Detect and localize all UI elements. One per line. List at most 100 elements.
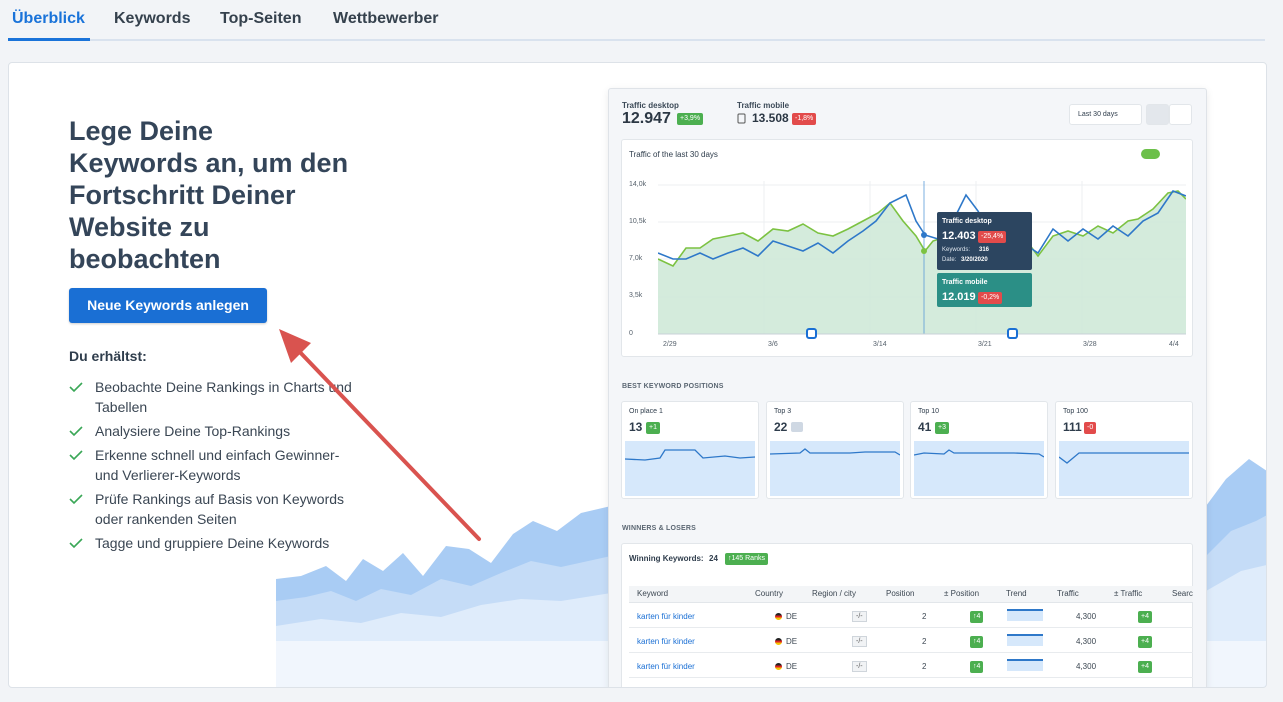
content-card: Lege Deine Keywords an, um den Fortschri…: [8, 62, 1267, 688]
column-header[interactable]: Keyword: [637, 589, 669, 598]
primary-button[interactable]: Neue Keywords anlegen: [69, 288, 267, 323]
tooltip-keywords: 316: [979, 247, 990, 253]
column-header[interactable]: Position: [886, 589, 915, 598]
traffic-chart: [658, 181, 1186, 339]
keyword-link[interactable]: karten für kinder: [637, 612, 695, 621]
feature-item: Tagge und gruppiere Deine Keywords: [95, 535, 330, 551]
x-label: 3/21: [978, 341, 992, 348]
check-icon: [69, 426, 83, 437]
winning-count: 24: [709, 554, 718, 563]
event-marker[interactable]: [1007, 328, 1018, 339]
desktop-toggle[interactable]: [1146, 104, 1169, 125]
position: 2: [922, 612, 927, 621]
country: DE: [786, 662, 798, 671]
x-label: 2/29: [663, 341, 677, 348]
winners-card: [621, 543, 1193, 687]
tooltip-key: Date:: [942, 257, 957, 263]
change-badge: -25,4%: [978, 231, 1007, 243]
column-header[interactable]: Country: [755, 589, 784, 598]
card-label: On place 1: [629, 408, 663, 415]
card-label: Top 3: [774, 408, 792, 415]
toggle-switch[interactable]: [1141, 149, 1160, 159]
hero-title: Lege Deine Keywords an, um den Fortschri…: [69, 116, 349, 274]
mobile-area: [658, 191, 1186, 334]
check-icon: [69, 538, 83, 549]
traffic-change: +4: [1138, 661, 1152, 673]
tab-indicator: [8, 38, 90, 41]
tab[interactable]: Überblick: [12, 10, 85, 27]
change-badge: +3: [935, 422, 949, 434]
column-header[interactable]: ± Position: [944, 589, 980, 598]
winning-label: Winning Keywords:: [629, 554, 704, 563]
mobile-toggle[interactable]: [1169, 104, 1192, 125]
tooltip-date: 3/20/2020: [961, 257, 988, 263]
y-label: 7,0k: [629, 255, 643, 262]
check-icon: [69, 494, 83, 505]
metric-label: Traffic desktop: [622, 101, 679, 110]
tooltip-value: 12.403: [942, 230, 976, 242]
metric-value: 12.947: [622, 110, 671, 127]
hover-point: [921, 232, 927, 238]
event-marker[interactable]: [806, 328, 817, 339]
traffic: 4,300: [1076, 637, 1097, 646]
y-label: 3,5k: [629, 292, 643, 299]
keyword-link[interactable]: karten für kinder: [637, 662, 695, 671]
sparkline: [914, 441, 1044, 496]
traffic: 4,300: [1076, 662, 1097, 671]
x-label: 3/28: [1083, 341, 1097, 348]
tab[interactable]: Top-Seiten: [220, 10, 302, 27]
flag: [775, 663, 782, 670]
mobile-icon: [737, 113, 746, 124]
position-change: ↑4: [970, 636, 984, 648]
card-label: Top 100: [1063, 408, 1088, 415]
row-divider: [629, 627, 1193, 628]
tooltip-key: Keywords:: [942, 247, 971, 253]
y-label: 14,0k: [629, 181, 647, 188]
flag: [775, 613, 782, 620]
trend-sparkline: [1007, 659, 1043, 671]
sparkline: [770, 441, 900, 496]
date-range-button[interactable]: Last 30 days: [1069, 104, 1142, 125]
hover-point: [921, 248, 927, 254]
change-badge-empty: [791, 422, 803, 432]
change-badge: -1,8%: [792, 113, 817, 125]
check-icon: [69, 382, 83, 393]
y-label: 10,5k: [629, 218, 647, 225]
section-title: BEST KEYWORD POSITIONS: [622, 383, 724, 390]
chart-title: Traffic of the last 30 days: [629, 150, 718, 159]
position: 2: [922, 637, 927, 646]
tooltip-value: 12.019: [942, 291, 976, 303]
x-label: 3/6: [768, 341, 778, 348]
ranks-badge: ↑145 Ranks: [725, 553, 768, 565]
y-label: 0: [629, 330, 633, 337]
column-header[interactable]: ± Traffic: [1114, 589, 1143, 598]
metric-value: 13.508: [752, 111, 789, 125]
tab[interactable]: Wettbewerber: [333, 10, 439, 27]
column-header[interactable]: Trend: [1006, 589, 1027, 598]
region: -/-: [852, 636, 867, 647]
check-icon: [69, 450, 83, 461]
row-divider: [629, 652, 1193, 653]
change-badge: -0: [1084, 422, 1097, 434]
card-value: 13: [629, 420, 643, 434]
feature-item: Beobachte Deine Rankings in Charts und T…: [95, 379, 352, 415]
column-header[interactable]: Searc: [1172, 589, 1193, 598]
feature-item: Prüfe Rankings auf Basis von Keywords od…: [95, 491, 345, 527]
traffic: 4,300: [1076, 612, 1097, 621]
x-label: 3/14: [873, 341, 887, 348]
feature-item: Erkenne schnell und einfach Gewinner- un…: [95, 447, 340, 483]
tab[interactable]: Keywords: [114, 10, 191, 27]
country: DE: [786, 612, 798, 621]
card-value: 41: [918, 420, 932, 434]
annotation-arrow: [279, 329, 481, 541]
column-header[interactable]: Traffic: [1057, 589, 1079, 598]
column-header[interactable]: Region / city: [812, 589, 857, 598]
region: -/-: [852, 611, 867, 622]
position-change: ↑4: [970, 611, 984, 623]
subtitle: Du erhältst:: [69, 348, 147, 364]
trend-sparkline: [1007, 634, 1043, 646]
content-inner: Lege Deine Keywords an, um den Fortschri…: [9, 63, 1266, 687]
keyword-link[interactable]: karten für kinder: [637, 637, 695, 646]
